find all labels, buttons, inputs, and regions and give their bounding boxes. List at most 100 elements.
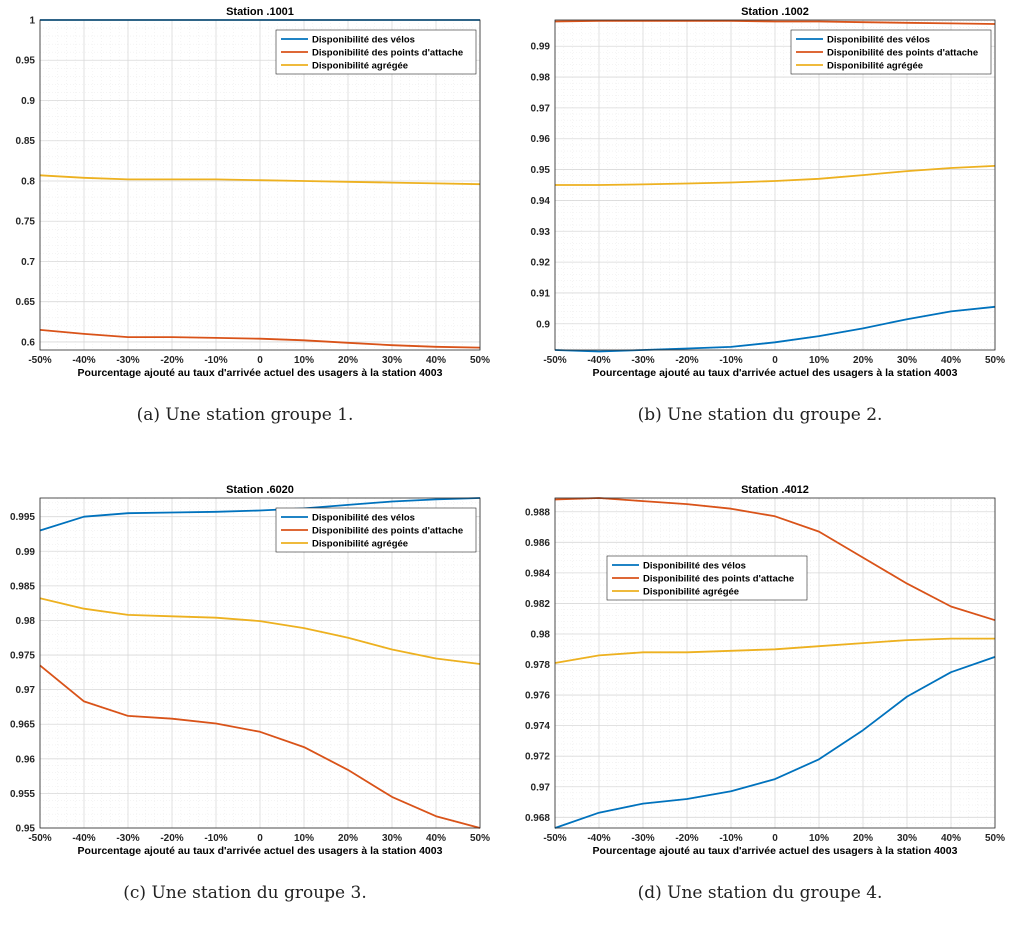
x-tick-label: 0 [772,355,778,366]
y-tick-label: 0.92 [531,258,551,269]
plot-frame [554,497,996,829]
y-tick-label: 0.7 [21,257,35,268]
x-tick-label: -50% [28,833,51,844]
x-tick-label: 10% [294,355,314,366]
legend-label-velos: Disponibilité des vélos [312,513,415,524]
y-tick-label: 0.96 [531,134,551,145]
x-tick-label: 20% [338,355,358,366]
y-tick-label: 0.982 [525,599,550,610]
x-tick-label: -30% [631,355,654,366]
x-tick-label: -30% [116,355,139,366]
x-axis-label: Pourcentage ajouté au taux d'arrivée act… [593,845,958,857]
series-line-attache [39,329,481,349]
x-tick-label: -20% [160,355,183,366]
y-tick-label: 0.98 [531,73,551,84]
x-tick-label: 0 [257,833,263,844]
series-line-attache [554,19,996,25]
y-tick-label: 0.974 [525,721,550,732]
x-tick-label: -40% [587,833,610,844]
series-line-agregee [555,165,996,186]
x-tick-label: -40% [72,355,95,366]
plot-frame [39,497,481,829]
series-line-attache [554,497,996,622]
series-line-agregee [554,637,995,664]
y-tick-label: 0.97 [531,103,551,114]
y-tick-label: 1 [29,16,35,27]
chart-panel-d: -50% -40% -30% -20% -10% 0 10% 20% 30% 40% 50% 0.96… [515,478,1005,918]
y-tick-label: 0.8 [21,176,35,187]
legend-box [275,507,477,553]
y-tick-label: 0.984 [525,568,550,579]
chart-title: Station .6020 [226,484,294,496]
x-tick-label: 50% [470,355,490,366]
y-tick-label: 0.978 [525,660,550,671]
figure-caption-c: (c) Une station du groupe 3. [123,883,367,903]
series-line-attache [39,664,481,829]
legend-label-attache: Disponibilité des points d'attache [312,526,463,537]
y-tick-label: 0.988 [525,507,550,518]
y-tick-label: 0.9 [536,319,550,330]
y-tick-label: 0.96 [16,754,36,765]
x-tick-label: -10% [719,355,742,366]
series-line-agregee [39,597,481,665]
chart-panel-a: -50% -40% -30% -20% -10% 0 10% 20% 30% 40% 50% 0.6 0… [0,0,490,440]
x-tick-label: 10% [294,833,314,844]
x-tick-label: -40% [72,833,95,844]
y-tick-label: 0.955 [10,789,35,800]
y-tick-label: 0.9 [21,96,35,107]
x-tick-label: 0 [257,355,263,366]
x-tick-label: -20% [675,355,698,366]
y-tick-label: 0.94 [531,196,551,207]
x-tick-label: -30% [116,833,139,844]
legend-box [606,555,808,601]
legend-box [790,29,992,75]
y-tick-label: 0.965 [10,720,35,731]
figure-caption-d: (d) Une station du groupe 4. [637,883,883,903]
series-line-velos [554,305,996,353]
x-tick-label: 50% [470,833,490,844]
legend-label-attache: Disponibilité des points d'attache [643,574,794,585]
legend-label-velos: Disponibilité des vélos [827,35,930,46]
y-tick-label: 0.95 [16,56,36,67]
y-tick-label: 0.976 [525,691,550,702]
x-tick-label: 30% [382,355,402,366]
legend-label-agregee: Disponibilité agrégée [827,61,923,72]
x-tick-label: 10% [809,833,829,844]
x-tick-label: 40% [426,355,446,366]
figure-caption-a: (a) Une station groupe 1. [136,405,354,425]
chart-title: Station .1002 [741,6,809,18]
x-tick-label: -10% [204,833,227,844]
x-tick-label: -50% [543,833,566,844]
x-tick-label: -10% [204,355,227,366]
x-tick-label: 50% [985,355,1005,366]
x-tick-label: -30% [631,833,654,844]
legend-label-attache: Disponibilité des points d'attache [827,48,978,59]
y-tick-label: 0.995 [10,512,35,523]
chart-panel-b: -50% -40% -30% -20% -10% 0 10% 20% 30% 40% 50% 0.9 0… [515,0,1005,440]
y-tick-label: 0.93 [531,227,551,238]
series-line-velos [39,497,481,532]
chart-title: Station .1001 [226,6,294,18]
y-tick-label: 0.975 [10,651,35,662]
y-tick-label: 0.65 [16,297,36,308]
chart-a: -50% -40% -30% -20% -10% 0 10% 20% 30% 40% 50% 0.6 0… [16,6,490,379]
x-tick-label: 40% [426,833,446,844]
y-tick-label: 0.85 [16,136,36,147]
y-tick-label: 0.985 [10,581,35,592]
x-tick-label: 30% [897,833,917,844]
legend-label-velos: Disponibilité des vélos [643,561,746,572]
x-axis-label: Pourcentage ajouté au taux d'arrivée act… [593,367,958,379]
figure-caption-b: (b) Une station du groupe 2. [637,405,883,425]
chart-d: -50% -40% -30% -20% -10% 0 10% 20% 30% 40% 50% 0.96… [525,484,1005,857]
x-tick-label: 30% [897,355,917,366]
x-tick-label: -10% [719,833,742,844]
y-tick-label: 0.97 [531,782,551,793]
x-tick-label: 40% [941,355,961,366]
x-tick-label: 20% [853,355,873,366]
x-tick-label: 0 [772,833,778,844]
y-tick-label: 0.98 [531,629,551,640]
legend-label-velos: Disponibilité des vélos [312,35,415,46]
y-tick-label: 0.95 [531,165,551,176]
y-tick-label: 0.968 [525,813,550,824]
series-line-agregee [39,174,481,186]
